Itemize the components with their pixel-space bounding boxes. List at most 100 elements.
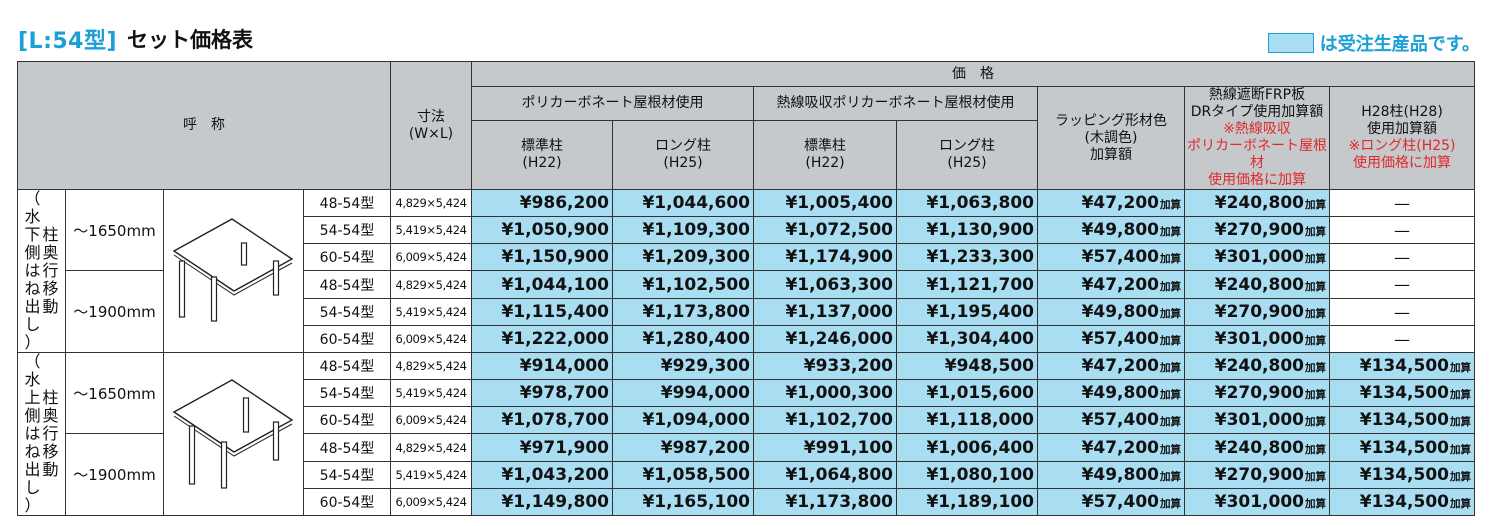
price-cell: ¥994,000: [612, 379, 754, 407]
wrapping-add-value: ¥49,800: [1081, 220, 1159, 240]
model-type-text: 48-54型: [319, 359, 375, 375]
price-cell: ¥1,102,500: [612, 270, 754, 299]
header-wrapping: ラッピング形材色 (木調色) 加算額: [1037, 86, 1185, 190]
group-label-char: 出: [24, 460, 41, 479]
dimension: 6,009×5,424: [390, 243, 472, 271]
price-cell: ¥1,149,800: [471, 488, 613, 516]
model-tag: [L:54型]: [18, 29, 118, 54]
dimension-text: 6,009×5,424: [395, 332, 467, 346]
price-cell: ¥1,006,400: [896, 433, 1038, 462]
frp-add-value: ¥240,800: [1214, 356, 1304, 376]
header-standard-post-poly: 標準柱 (H22): [471, 119, 613, 191]
add-suffix: 加算: [1305, 443, 1326, 456]
range-label: ～1900mm: [65, 270, 164, 353]
h28-add-cell: —: [1329, 270, 1475, 299]
add-suffix: 加算: [1305, 498, 1326, 510]
carport-post: [272, 421, 279, 461]
dimension-text: 6,009×5,424: [395, 413, 467, 427]
table-row: 54-54型 5,419×5,424 ¥1,115,400 ¥1,173,800 ¥1,…: [18, 298, 1475, 326]
add-suffix: 加算: [1160, 389, 1181, 401]
group-label-char: ね: [24, 442, 41, 461]
header-price: 価 格: [471, 61, 1475, 87]
price-value: ¥1,080,100: [926, 465, 1034, 485]
price-cell: ¥1,080,100: [896, 461, 1038, 489]
title-bar: [L:54型] セット価格表: [18, 22, 253, 56]
model-type-text: 48-54型: [319, 196, 375, 212]
carport-post: [220, 441, 227, 489]
group-label-text: （水下側はね出し） 柱奥行移動: [19, 189, 65, 352]
price-value: ¥991,100: [803, 437, 893, 458]
wrapping-add-cell: ¥57,400加算: [1037, 243, 1185, 271]
frp-add-cell: ¥270,900加算: [1184, 379, 1330, 407]
dimension-text: 5,419×5,424: [395, 223, 467, 237]
dimension: 6,009×5,424: [390, 406, 472, 434]
group-label-char: 移: [42, 279, 59, 298]
group-label-text: （水上側はね出し） 柱奥行移動: [19, 354, 65, 515]
price-cell: ¥978,700: [471, 379, 613, 407]
dimension: 6,009×5,424: [390, 325, 472, 353]
table-row: ～1900mm 48-54型 4,829×5,424 ¥1,044,100 ¥1,102…: [18, 270, 1475, 353]
range-label: ～1650mm: [65, 189, 164, 271]
price-cell: ¥1,005,400: [753, 189, 897, 217]
price-cell: ¥1,015,600: [896, 379, 1038, 407]
wrapping-add-cell: ¥49,800加算: [1037, 379, 1185, 407]
price-value: ¥1,063,800: [926, 193, 1034, 213]
model-type: 48-54型: [303, 433, 391, 462]
wrapping-add-value: ¥47,200: [1081, 193, 1159, 213]
carport-roof: [172, 379, 293, 453]
price-value: ¥1,006,400: [926, 437, 1034, 458]
table-row: 60-54型 6,009×5,424 ¥1,222,000 ¥1,280,400 ¥1,…: [18, 325, 1475, 353]
group-label-char: 水: [24, 370, 41, 389]
group-label: （水下側はね出し） 柱奥行移動: [17, 189, 66, 353]
table-row: 60-54型 6,009×5,424 ¥1,149,800 ¥1,165,100 ¥1,…: [18, 488, 1475, 516]
price-value: ¥1,115,400: [501, 302, 609, 322]
price-value: ¥978,700: [519, 383, 609, 403]
price-cell: ¥914,000: [471, 352, 613, 380]
wrapping-add-cell: ¥47,200加算: [1037, 189, 1185, 217]
group-label-char: 行: [42, 261, 59, 280]
dimension: 6,009×5,424: [390, 488, 472, 516]
price-value: ¥1,072,500: [785, 220, 893, 240]
model-type: 48-54型: [303, 189, 391, 217]
add-suffix: 加算: [1305, 226, 1326, 238]
h28-add-cell: ¥134,500加算: [1329, 406, 1475, 434]
h28-add-cell: ¥134,500加算: [1329, 488, 1475, 516]
price-value: ¥1,246,000: [785, 329, 893, 349]
frp-add-value: ¥240,800: [1214, 437, 1304, 458]
dimension-text: 5,419×5,424: [395, 468, 467, 482]
price-value: ¥1,102,500: [642, 274, 750, 295]
dimension-text: 6,009×5,424: [395, 250, 467, 264]
model-type-text: 48-54型: [319, 440, 375, 457]
group-label-char: （: [24, 189, 41, 208]
frp-add-value: ¥240,800: [1214, 193, 1304, 213]
group-label-char: 出: [24, 297, 41, 316]
add-suffix: 加算: [1450, 416, 1471, 428]
price-cell: ¥1,165,100: [612, 488, 754, 516]
price-cell: ¥986,200: [471, 189, 613, 217]
h28-add-cell: —: [1329, 243, 1475, 271]
group-label-char: 行: [42, 424, 59, 443]
dimension: 5,419×5,424: [390, 379, 472, 407]
price-cell: ¥987,200: [612, 433, 754, 462]
add-suffix: 加算: [1160, 335, 1181, 347]
legend: は受注生産品です。: [1267, 30, 1480, 56]
add-suffix: 加算: [1450, 443, 1471, 456]
add-suffix: 加算: [1160, 308, 1181, 320]
price-value: ¥1,189,100: [926, 492, 1034, 512]
price-value: ¥1,063,300: [785, 274, 893, 295]
table-row: 54-54型 5,419×5,424 ¥1,050,900 ¥1,109,300 ¥1,…: [18, 216, 1475, 244]
price-value: ¥1,043,200: [501, 465, 609, 485]
wrapping-add-value: ¥49,800: [1081, 302, 1159, 322]
dimension: 5,419×5,424: [390, 461, 472, 489]
price-value: ¥1,233,300: [926, 247, 1034, 267]
price-cell: ¥1,063,800: [896, 189, 1038, 217]
wrapping-add-value: ¥47,200: [1081, 437, 1159, 458]
price-cell: ¥1,150,900: [471, 243, 613, 271]
price-cell: ¥1,064,800: [753, 461, 897, 489]
price-cell: ¥1,209,300: [612, 243, 754, 271]
price-cell: ¥1,078,700: [471, 406, 613, 434]
price-value: ¥1,078,700: [501, 410, 609, 430]
dimension: 4,829×5,424: [390, 352, 472, 380]
model-type: 60-54型: [303, 325, 391, 353]
group-label-char: 柱: [42, 225, 59, 244]
